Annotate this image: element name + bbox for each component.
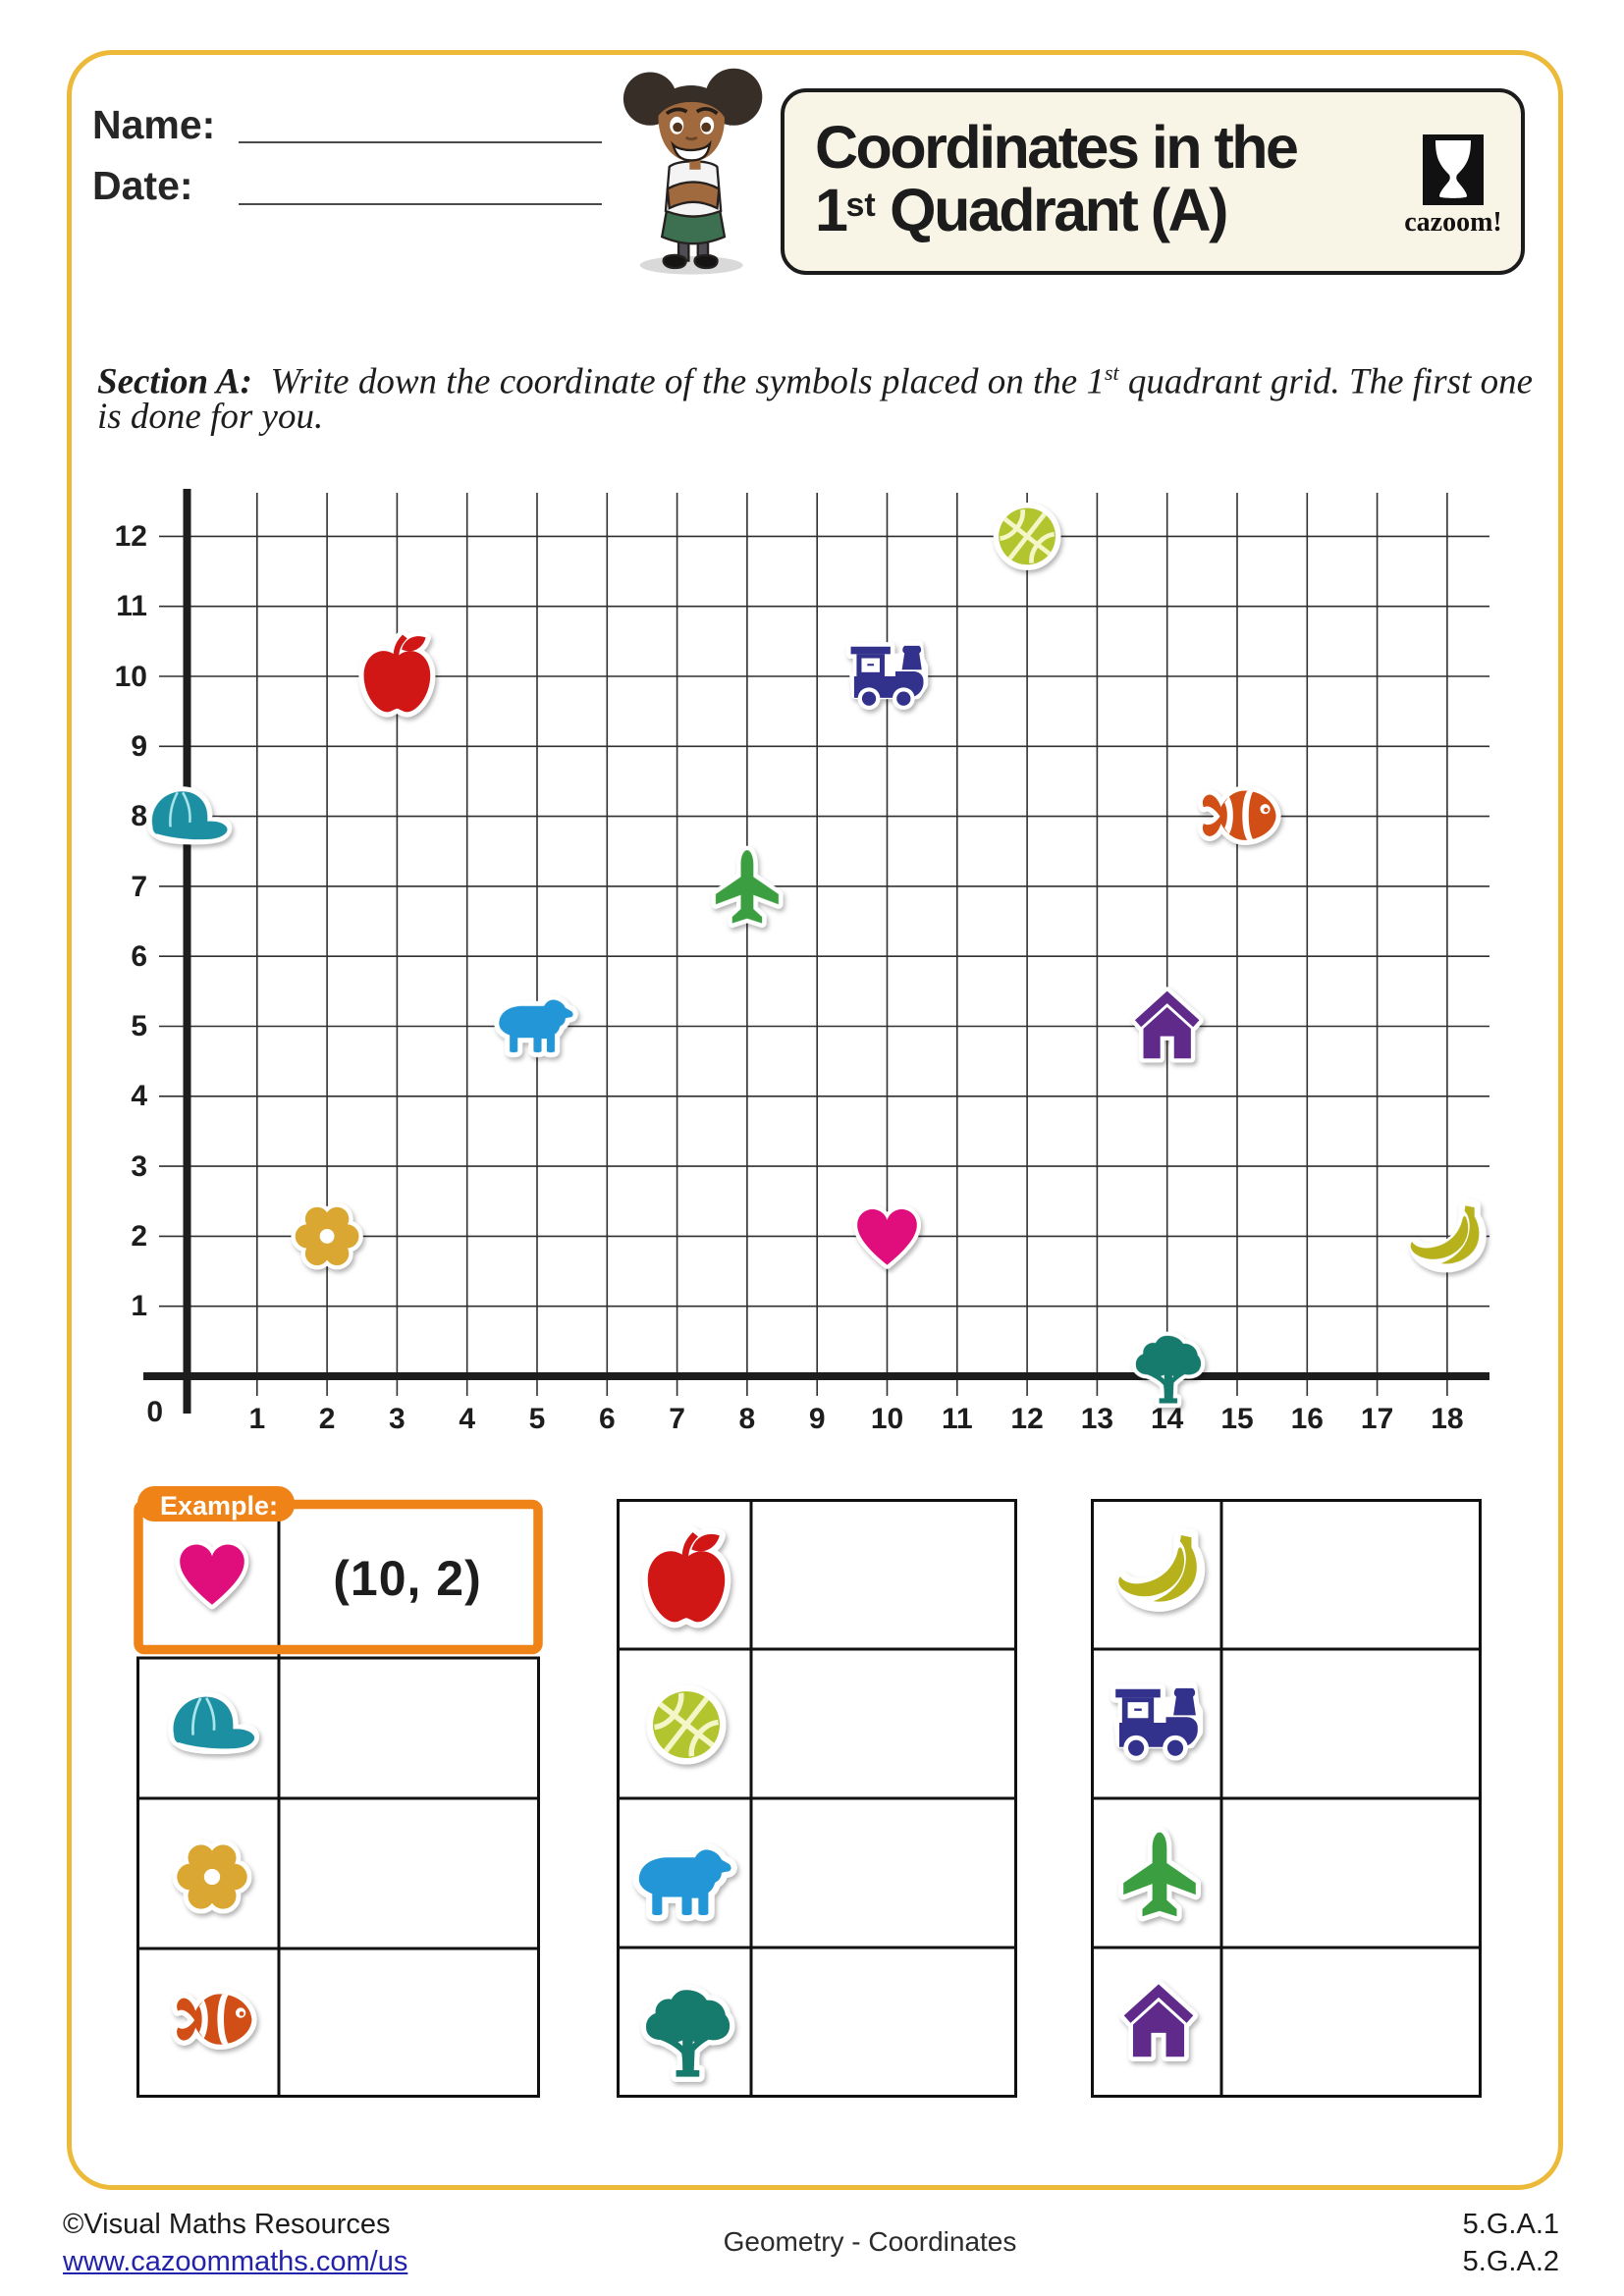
svg-text:3: 3 [131, 1150, 147, 1183]
svg-text:4: 4 [459, 1403, 475, 1435]
svg-text:10: 10 [115, 661, 147, 693]
svg-text:10: 10 [871, 1403, 903, 1435]
svg-text:Example:: Example: [160, 1491, 278, 1521]
svg-text:7: 7 [669, 1403, 685, 1435]
svg-text:11: 11 [942, 1403, 973, 1435]
svg-text:7: 7 [131, 871, 147, 903]
svg-text:13: 13 [1081, 1403, 1113, 1435]
svg-text:(10, 2): (10, 2) [333, 1551, 482, 1606]
svg-text:8: 8 [131, 800, 147, 832]
svg-text:8: 8 [739, 1403, 756, 1435]
svg-text:9: 9 [809, 1403, 826, 1435]
svg-text:1: 1 [248, 1403, 265, 1435]
svg-text:0: 0 [146, 1396, 163, 1428]
svg-text:5: 5 [529, 1403, 546, 1435]
svg-text:cazoom!: cazoom! [1404, 207, 1502, 238]
svg-text:12: 12 [115, 520, 147, 553]
svg-text:15: 15 [1220, 1403, 1253, 1435]
svg-text:18: 18 [1431, 1403, 1463, 1435]
svg-text:3: 3 [389, 1403, 406, 1435]
svg-text:9: 9 [131, 730, 147, 763]
svg-text:5: 5 [131, 1010, 147, 1042]
svg-text:17: 17 [1361, 1403, 1393, 1435]
svg-text:12: 12 [1010, 1403, 1043, 1435]
svg-text:16: 16 [1291, 1403, 1324, 1435]
svg-text:11: 11 [116, 590, 147, 622]
svg-text:14: 14 [1151, 1403, 1184, 1435]
svg-text:2: 2 [319, 1403, 336, 1435]
svg-text:6: 6 [599, 1403, 616, 1435]
svg-text:1: 1 [131, 1290, 147, 1322]
svg-text:6: 6 [131, 940, 147, 973]
svg-text:2: 2 [131, 1220, 147, 1253]
svg-text:4: 4 [131, 1080, 147, 1112]
